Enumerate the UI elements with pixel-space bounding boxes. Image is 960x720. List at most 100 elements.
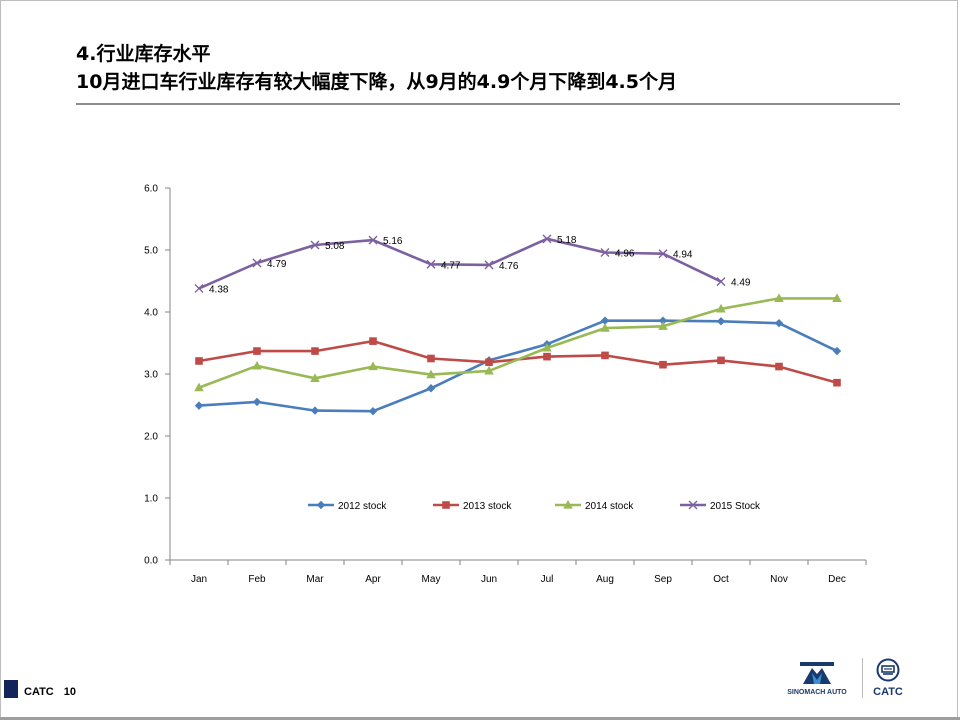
data-point: [310, 240, 320, 250]
y-tick-label: 3.0: [144, 370, 158, 381]
data-point: [716, 277, 726, 287]
data-label: 4.79: [267, 259, 287, 270]
data-point: [252, 258, 262, 268]
stock-line-chart: 0.0 1.0 2.0 3.0 4.0 5.0 6.0 Jan Feb Mar Apr May Jun J…: [144, 184, 867, 585]
data-point: [600, 247, 610, 257]
data-point: [658, 249, 668, 259]
x-tick-label: Aug: [596, 574, 614, 585]
data-point: [484, 260, 494, 270]
data-point: [311, 347, 319, 355]
page-number: 10: [63, 686, 76, 698]
data-point: [658, 321, 668, 330]
data-point: [774, 293, 784, 302]
sinomach-auto-logo: SINOMACH AUTO: [780, 658, 854, 702]
y-tick-label: 1.0: [144, 494, 158, 505]
y-tick-label: 4.0: [144, 308, 158, 319]
data-point: [194, 382, 204, 392]
x-tick-label: Oct: [713, 574, 729, 585]
y-tick-label: 5.0: [144, 246, 158, 257]
data-point: [542, 234, 552, 244]
data-label: 5.18: [557, 235, 577, 246]
series-line-1: [198, 319, 838, 413]
x-tick-label: Apr: [365, 574, 381, 585]
data-point: [426, 384, 436, 393]
data-point: [310, 373, 320, 382]
x-tick-label: Nov: [770, 574, 788, 585]
data-point: [195, 357, 203, 365]
data-point: [542, 342, 552, 352]
data-point: [543, 352, 551, 361]
data-point: [600, 316, 610, 325]
x-tick-label: Feb: [248, 574, 266, 585]
y-tick-label: 2.0: [144, 432, 158, 443]
data-point: [601, 351, 609, 360]
data-point: [368, 361, 378, 371]
sinomach-mountain-icon: [800, 662, 834, 684]
data-point: [194, 283, 204, 293]
data-label: 4.38: [209, 284, 229, 295]
data-point: [485, 358, 493, 367]
series-line-3: [198, 297, 837, 389]
data-point: [659, 360, 667, 369]
catc-wheel-icon: [876, 658, 900, 682]
legend-label: 2015 Stock: [710, 501, 761, 512]
data-point: [716, 303, 726, 313]
y-tick-label: 0.0: [144, 556, 158, 567]
title-divider: [76, 103, 900, 105]
data-point: [252, 397, 262, 407]
slide-title: 4.行业库存水平 10月进口车行业库存有较大幅度下降，从9月的4.9个月下降到4…: [76, 40, 677, 96]
x-tick-label: Mar: [306, 574, 324, 585]
catc-logo: CATC: [868, 658, 908, 702]
legend-label: 2012 stock: [338, 501, 387, 512]
data-point: [717, 356, 725, 365]
footer-org: CATC: [24, 686, 54, 698]
data-point: [774, 318, 784, 328]
footer-accent-square: [4, 680, 18, 698]
data-label: 4.77: [441, 260, 461, 271]
data-point: [368, 407, 378, 416]
sinomach-auto-text: SINOMACH AUTO: [787, 689, 847, 696]
series-line-4: [198, 237, 722, 290]
data-point: [832, 293, 842, 302]
x-tick-label: May: [422, 574, 441, 585]
legend-marker: [316, 500, 326, 510]
data-label: 4.76: [499, 261, 519, 272]
slide-bottom-edge: [0, 717, 960, 720]
data-point: [252, 360, 262, 370]
data-point: [310, 406, 320, 415]
logo-divider: [862, 658, 863, 698]
legend-label: 2013 stock: [463, 501, 512, 512]
x-tick-label: Dec: [828, 574, 846, 585]
data-point: [368, 235, 378, 245]
data-point: [833, 378, 841, 387]
x-tick-label: Jan: [191, 574, 207, 585]
x-tick-label: Jul: [541, 574, 554, 585]
series-line-2: [198, 339, 838, 384]
data-label: 4.49: [731, 278, 751, 289]
data-point: [427, 354, 435, 363]
slide-title-line-2: 10月进口车行业库存有较大幅度下降，从9月的4.9个月下降到4.5个月: [76, 71, 677, 93]
data-point: [484, 365, 494, 375]
data-point: [194, 401, 204, 410]
data-point: [253, 347, 261, 355]
data-point: [832, 346, 842, 356]
legend-label: 2014 stock: [585, 501, 634, 512]
legend-marker: [688, 500, 698, 510]
data-point: [716, 317, 726, 326]
catc-logo-text: CATC: [873, 686, 903, 698]
data-point: [775, 362, 783, 371]
data-label: 5.08: [325, 241, 345, 252]
data-point: [600, 323, 610, 332]
y-tick-label: 6.0: [144, 184, 158, 195]
data-label: 4.94: [673, 250, 693, 261]
slide-title-line-1: 4.行业库存水平: [76, 43, 211, 65]
footer: CATC 10: [24, 686, 76, 698]
legend-marker: [563, 500, 573, 509]
legend-marker: [442, 501, 450, 509]
data-point: [658, 316, 668, 325]
data-label: 4.96: [615, 248, 635, 259]
data-point: [426, 369, 436, 379]
x-tick-label: Jun: [481, 574, 497, 585]
x-tick-label: Sep: [654, 574, 672, 585]
data-point: [369, 337, 377, 345]
